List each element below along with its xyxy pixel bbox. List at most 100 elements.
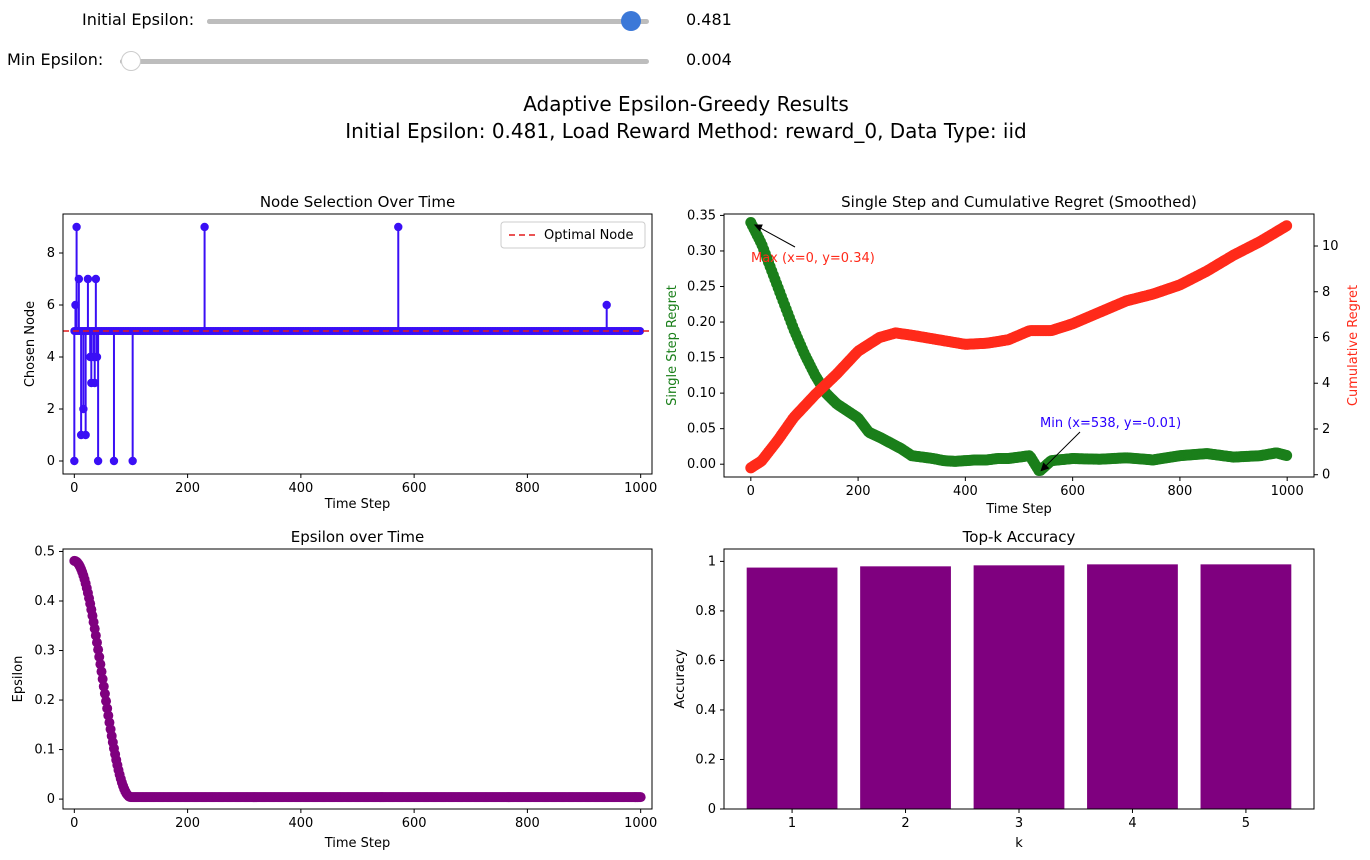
y-tick-label: 0.35: [687, 208, 716, 223]
x-tick-label: 2: [901, 816, 909, 831]
min-epsilon-label: Min Epsilon:: [7, 50, 104, 69]
x-axis-label: Time Step: [985, 502, 1052, 517]
initial-epsilon-control: Initial Epsilon: 0.481: [0, 6, 760, 36]
stem-marker: [70, 456, 79, 466]
x-axis-label: k: [1015, 836, 1023, 851]
initial-epsilon-slider-fill: [207, 19, 632, 24]
annotation-arrowhead: [753, 224, 763, 232]
x-tick-label: 200: [846, 484, 871, 499]
y-tick-label: 0.6: [695, 653, 716, 668]
y-tick-label-right: 8: [1322, 285, 1330, 300]
y-tick-label: 0.1: [34, 743, 55, 758]
stem-marker: [91, 274, 101, 284]
y-tick-label: 8: [47, 246, 55, 261]
stem-marker: [74, 274, 84, 284]
y-tick-label: 4: [47, 350, 55, 365]
y-tick-label: 0.05: [687, 422, 716, 437]
y-tick-label-right: 6: [1322, 330, 1330, 345]
x-tick-label: 0: [70, 481, 78, 496]
y-axis-label-left: Single Step Regret: [665, 285, 680, 406]
y-tick-label: 6: [47, 298, 55, 313]
min-epsilon-slider-track[interactable]: [120, 51, 649, 71]
x-tick-label: 1000: [624, 816, 657, 831]
y-axis-label-right: Cumulative Regret: [1346, 285, 1361, 406]
x-axis-label: Time Step: [324, 836, 391, 851]
y-tick-label-right: 0: [1322, 468, 1330, 483]
initial-epsilon-slider-thumb[interactable]: [621, 11, 642, 31]
epsilon-point: [635, 792, 646, 803]
stem-marker: [636, 327, 645, 335]
min-epsilon-slider-thumb[interactable]: [120, 51, 141, 71]
initial-epsilon-value: 0.481: [686, 10, 732, 29]
initial-epsilon-label: Initial Epsilon:: [82, 10, 195, 29]
x-tick-label: 400: [288, 481, 313, 496]
x-tick-label: 5: [1242, 816, 1250, 831]
epsilon-point: [94, 651, 105, 662]
figure-subtitle: Initial Epsilon: 0.481, Load Reward Meth…: [345, 119, 1026, 143]
y-tick-label: 0.25: [687, 280, 716, 295]
y-tick-label: 1: [708, 554, 716, 569]
y-axis-label: Chosen Node: [23, 301, 38, 387]
x-tick-label: 400: [953, 484, 978, 499]
y-tick-label: 0.5: [34, 544, 55, 559]
stem-marker: [81, 430, 90, 440]
annotation-arrowhead: [1040, 462, 1050, 472]
regret-chart: 0 200 400 600 800 1000 0.00 0.05 0.10 0.15 0.20 0.2…: [665, 193, 1361, 517]
y-tick-label: 0.20: [687, 315, 716, 330]
chart-title: Single Step and Cumulative Regret (Smoot…: [841, 193, 1197, 211]
single-regret-point: [1281, 450, 1293, 462]
chart-title: Node Selection Over Time: [260, 193, 455, 211]
legend: Optimal Node: [500, 221, 646, 249]
accuracy-bar: [973, 565, 1065, 809]
x-tick-label: 600: [402, 481, 427, 496]
y-tick-label: 0.30: [687, 244, 716, 259]
y-tick-label: 0.4: [695, 703, 716, 718]
x-tick-label: 800: [515, 481, 540, 496]
chart-title: Top-k Accuracy: [962, 528, 1076, 546]
accuracy-bar: [746, 567, 838, 809]
x-tick-label: 1000: [1271, 484, 1304, 499]
x-tick-label: 800: [515, 816, 540, 831]
stem-marker: [394, 222, 403, 232]
axes-frame: [62, 548, 653, 810]
y-tick-label: 0: [708, 802, 716, 817]
epsilon-point: [97, 674, 108, 684]
figure-suptitle: Adaptive Epsilon-Greedy Results: [523, 92, 849, 116]
topk-accuracy-chart: 1 2 3 4 5 0 0.2 0.4 0.6 0.8 1 Top-k Accuracy k Accura…: [673, 528, 1315, 851]
y-tick-label: 0.2: [34, 693, 55, 708]
annotation-arrow: [1042, 431, 1081, 470]
x-tick-label: 1000: [624, 481, 657, 496]
annotation-arrow: [755, 225, 796, 248]
accuracy-bar: [860, 566, 951, 809]
y-tick-label-right: 10: [1322, 239, 1339, 254]
stem-marker: [92, 352, 102, 362]
y-tick-label: 0.15: [687, 351, 716, 366]
y-tick-label-right: 4: [1322, 376, 1330, 391]
stem-marker: [83, 274, 93, 284]
x-tick-label: 200: [175, 481, 200, 496]
y-tick-label: 0: [47, 454, 55, 469]
y-tick-label: 0.10: [687, 386, 716, 401]
x-tick-label: 200: [175, 816, 200, 831]
x-tick-label: 0: [747, 484, 755, 499]
x-axis-label: Time Step: [324, 497, 391, 512]
accuracy-bar: [1087, 564, 1178, 809]
epsilon-point: [99, 688, 110, 699]
stem-marker: [602, 300, 611, 310]
x-tick-label: 4: [1128, 816, 1136, 831]
stem-marker: [90, 378, 99, 388]
legend-box: [500, 221, 646, 249]
x-tick-label: 600: [1060, 484, 1085, 499]
y-tick-label-right: 2: [1322, 422, 1330, 437]
axes-frame: [62, 213, 653, 475]
y-tick-label: 0.2: [695, 752, 716, 767]
epsilon-chart: 0 200 400 600 800 1000 0 0.1 0.2 0.3 0.4 0.5 Epsilon…: [11, 528, 657, 851]
y-tick-label: 0.8: [695, 604, 716, 619]
x-tick-label: 1: [788, 816, 796, 831]
cumulative-regret-point: [1281, 220, 1293, 232]
x-tick-label: 800: [1167, 484, 1192, 499]
initial-epsilon-slider-track[interactable]: [207, 11, 649, 31]
epsilon-point: [98, 681, 109, 692]
y-tick-label: 2: [47, 402, 55, 417]
